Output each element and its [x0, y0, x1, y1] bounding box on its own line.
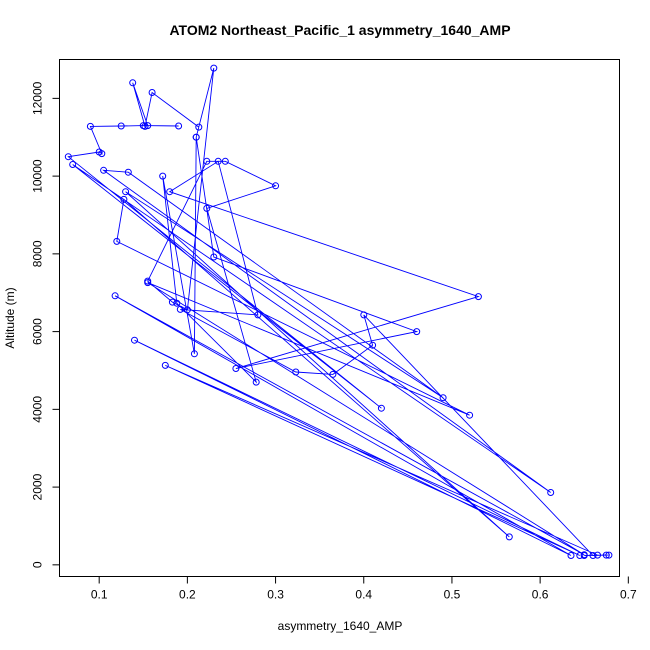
series-layer [64, 64, 613, 559]
data-point [69, 161, 77, 168]
data-point [113, 237, 121, 245]
y-tick-label: 4000 [31, 396, 45, 423]
y-tick-label: 10000 [31, 159, 45, 193]
data-point [159, 172, 167, 180]
data-point [505, 533, 513, 541]
data-point [161, 361, 169, 369]
data-point [210, 253, 218, 261]
y-tick-label: 2000 [31, 473, 45, 500]
data-point [129, 79, 137, 87]
data-point [203, 157, 211, 165]
data-point [141, 122, 149, 130]
data-point [576, 552, 584, 559]
data-point [117, 122, 125, 130]
data-point [466, 411, 474, 419]
x-tick-label: 0.1 [91, 588, 108, 602]
data-point [547, 489, 555, 496]
data-point [203, 204, 211, 212]
x-axis-label: asymmetry_1640_AMP [278, 619, 403, 633]
data-point [594, 551, 601, 559]
y-axis: 0 2000 4000 6000 8000 10000 12000 [31, 81, 60, 568]
series-line [67, 67, 609, 556]
data-point [369, 341, 377, 349]
plot-area [59, 59, 620, 577]
data-point [439, 394, 447, 402]
y-tick-label: 0 [31, 561, 45, 568]
data-point [567, 552, 575, 559]
data-point [377, 404, 385, 412]
data-point [173, 299, 181, 307]
data-point [413, 328, 421, 336]
data-point [144, 277, 152, 285]
data-point [292, 368, 300, 376]
y-tick-label: 8000 [31, 240, 45, 267]
data-point [232, 365, 240, 372]
data-point [100, 166, 108, 174]
x-tick-label: 0.3 [267, 588, 284, 602]
data-point [183, 306, 191, 314]
data-point [120, 195, 128, 203]
data-point [580, 552, 588, 559]
data-point [168, 298, 176, 306]
data-point [122, 188, 130, 196]
data-point [195, 123, 203, 131]
x-tick-label: 0.2 [179, 588, 196, 602]
data-point [252, 378, 260, 386]
data-point [210, 64, 218, 72]
data-point [272, 182, 280, 190]
data-point [254, 311, 262, 319]
chart-title: ATOM2 Northeast_Pacific_1 asymmetry_1640… [169, 22, 510, 38]
data-point [605, 551, 613, 559]
x-tick-label: 0.5 [444, 588, 461, 602]
data-point [192, 133, 200, 141]
data-point [329, 370, 337, 378]
data-point [214, 157, 222, 165]
data-point [175, 122, 183, 130]
data-point [148, 89, 156, 96]
data-point [176, 305, 184, 313]
data-point [111, 292, 119, 300]
data-point [360, 311, 368, 319]
data-point [221, 157, 229, 165]
y-tick-label: 12000 [31, 81, 45, 115]
data-point [602, 551, 610, 559]
data-point [98, 150, 106, 158]
data-point [64, 153, 72, 161]
data-point [131, 336, 138, 344]
data-point [86, 122, 94, 130]
data-point [589, 552, 597, 559]
data-point [474, 293, 482, 301]
y-axis-label: Altitude (m) [3, 287, 17, 348]
y-tick-label: 6000 [31, 318, 45, 345]
data-point [190, 350, 198, 358]
x-tick-label: 0.4 [355, 588, 372, 602]
data-point [124, 168, 132, 176]
x-axis: 0.1 0.2 0.3 0.4 0.5 0.6 0.7 [91, 576, 637, 602]
data-point [166, 188, 174, 196]
x-tick-label: 0.7 [620, 588, 637, 602]
x-tick-label: 0.6 [532, 588, 549, 602]
